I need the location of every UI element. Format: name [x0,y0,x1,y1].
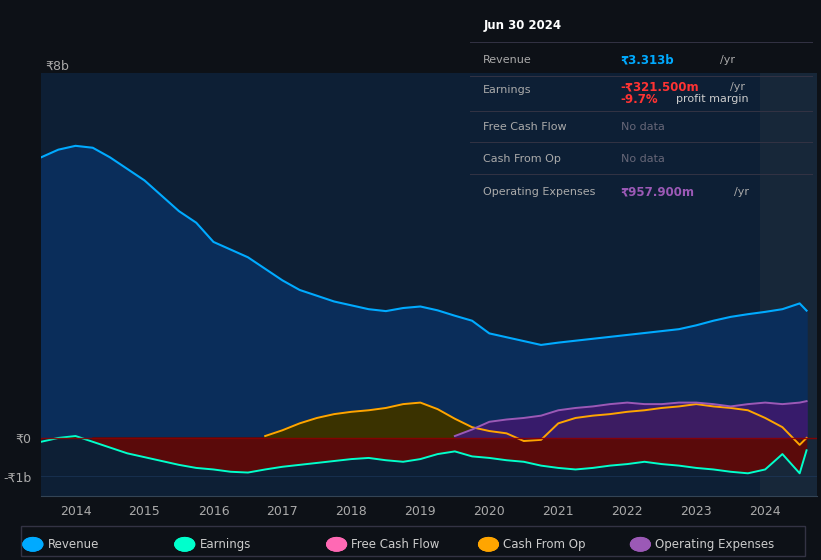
Text: -₹321.500m: -₹321.500m [621,81,699,94]
Text: ₹957.900m: ₹957.900m [621,186,695,199]
Text: Free Cash Flow: Free Cash Flow [351,538,440,551]
Text: Revenue: Revenue [48,538,99,551]
Text: Free Cash Flow: Free Cash Flow [484,122,567,132]
Text: Revenue: Revenue [484,55,532,65]
Text: ₹8b: ₹8b [45,60,69,73]
Text: Revenue: Revenue [48,538,99,551]
Text: Cash From Op: Cash From Op [503,538,585,551]
Text: No data: No data [621,153,664,164]
Text: No data: No data [621,122,664,132]
Text: Earnings: Earnings [200,538,251,551]
Text: Cash From Op: Cash From Op [503,538,585,551]
Text: Earnings: Earnings [200,538,251,551]
Text: Earnings: Earnings [484,85,532,95]
Text: profit margin: profit margin [676,94,748,104]
Text: /yr: /yr [734,188,749,197]
Text: -9.7%: -9.7% [621,93,658,106]
Text: Cash From Op: Cash From Op [484,153,562,164]
Text: Operating Expenses: Operating Expenses [484,188,596,197]
Text: Operating Expenses: Operating Expenses [655,538,774,551]
Text: Jun 30 2024: Jun 30 2024 [484,19,562,32]
Text: Free Cash Flow: Free Cash Flow [351,538,440,551]
Bar [759,73,817,496]
Text: /yr: /yr [731,82,745,92]
Text: /yr: /yr [720,55,735,65]
Text: ₹3.313b: ₹3.313b [621,53,674,67]
Text: Operating Expenses: Operating Expenses [655,538,774,551]
